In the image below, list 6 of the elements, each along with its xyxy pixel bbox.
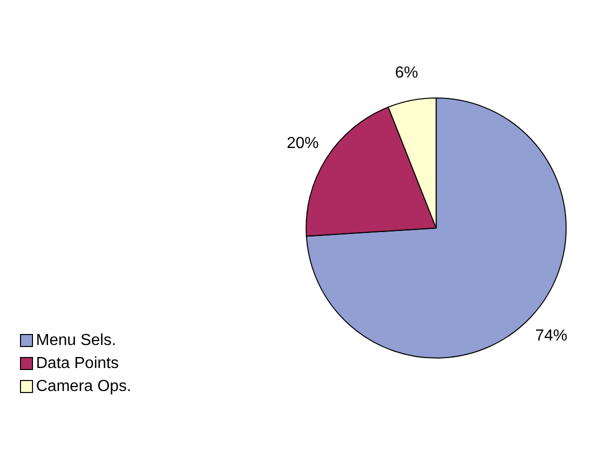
data-label: 20% xyxy=(286,134,319,152)
legend-label: Data Points xyxy=(36,354,119,374)
data-label: 74% xyxy=(535,328,568,345)
legend-label: Camera Ops. xyxy=(36,377,132,397)
data-label: 6% xyxy=(394,64,418,82)
legend-label: Menu Sels. xyxy=(36,331,116,351)
